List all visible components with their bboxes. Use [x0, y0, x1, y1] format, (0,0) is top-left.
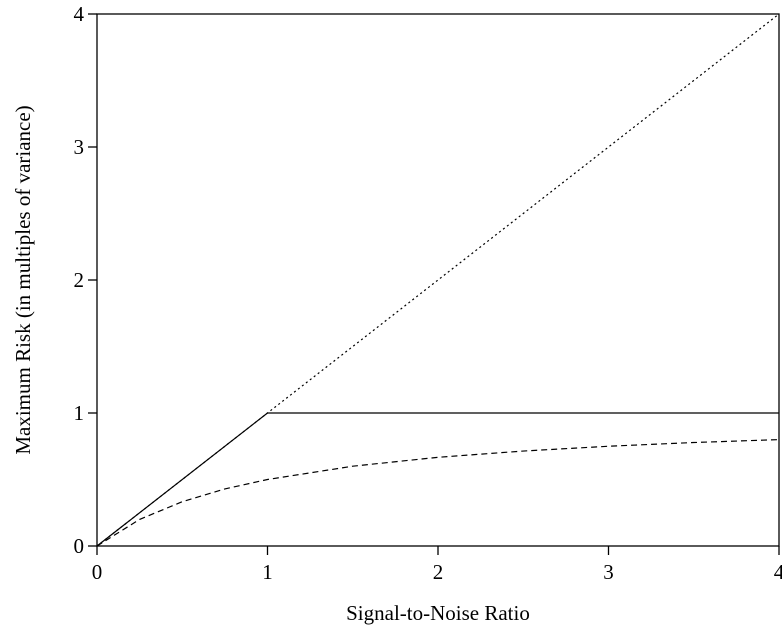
x-tick-label: 3: [603, 560, 614, 584]
dotted-series-line: [96, 13, 780, 547]
y-axis-ticks: 0 1 2 3 4: [74, 2, 97, 558]
series-layer: [96, 13, 780, 547]
dashed-series-line: [96, 439, 780, 547]
y-tick-label: 2: [74, 268, 85, 292]
y-tick-label: 0: [74, 534, 85, 558]
solid-series-line: [96, 412, 779, 547]
y-axis-title: Maximum Risk (in multiples of variance): [11, 105, 35, 454]
x-tick-label: 0: [92, 560, 103, 584]
y-tick-label: 3: [74, 135, 85, 159]
x-tick-label: 4: [774, 560, 782, 584]
x-axis-ticks: 0 1 2 3 4: [92, 546, 782, 584]
x-axis-title: Signal-to-Noise Ratio: [346, 601, 530, 625]
y-tick-label: 1: [74, 401, 85, 425]
y-tick-label: 4: [74, 2, 85, 26]
x-tick-label: 1: [262, 560, 273, 584]
x-tick-label: 2: [433, 560, 444, 584]
